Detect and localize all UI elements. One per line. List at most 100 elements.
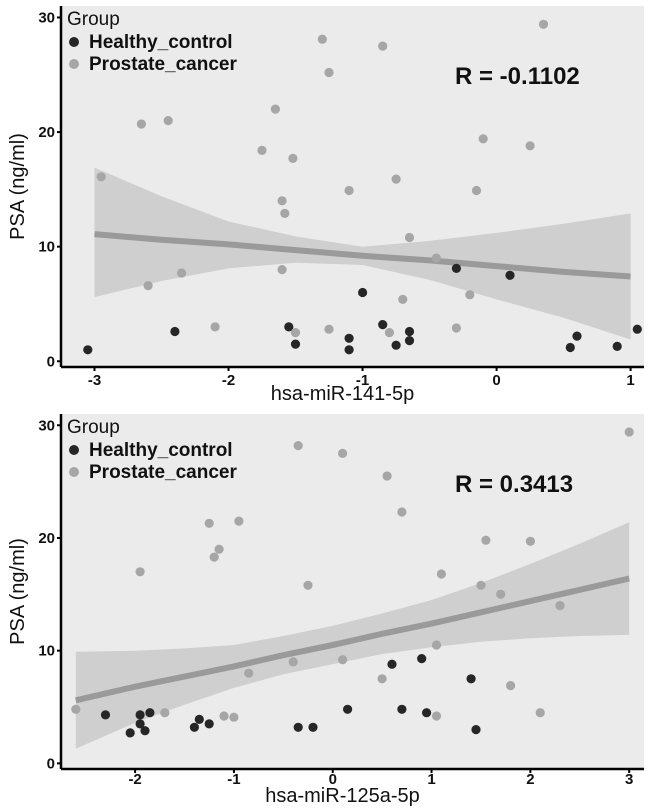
- point-healthy-control: [83, 345, 93, 355]
- point-healthy-control: [471, 725, 481, 735]
- point-prostate-cancer: [136, 119, 146, 129]
- x-axis-label: hsa-miR-125a-5p: [265, 785, 420, 807]
- regression-line: [94, 231, 631, 280]
- point-prostate-cancer: [214, 544, 224, 554]
- point-prostate-cancer: [398, 294, 408, 304]
- point-healthy-control: [135, 710, 145, 720]
- point-healthy-control: [140, 726, 150, 736]
- y-tick-label: 10: [38, 643, 55, 660]
- point-healthy-control: [343, 704, 353, 714]
- legend-label-healthy-control: Healthy_control: [89, 440, 233, 461]
- x-tick-label: -3: [88, 372, 101, 389]
- point-healthy-control: [632, 324, 642, 334]
- point-prostate-cancer: [324, 324, 334, 334]
- point-healthy-control: [189, 722, 199, 732]
- point-prostate-cancer: [324, 67, 334, 78]
- point-prostate-cancer: [290, 328, 301, 338]
- point-prostate-cancer: [378, 41, 388, 51]
- y-tick-label: 20: [38, 530, 55, 547]
- legend-key-prostate-cancer: [69, 467, 79, 477]
- point-healthy-control: [378, 320, 388, 330]
- x-tick-label: 0: [329, 771, 337, 788]
- point-prostate-cancer: [481, 535, 491, 545]
- point-prostate-cancer: [471, 185, 482, 196]
- legend-title: Group: [67, 417, 120, 438]
- point-prostate-cancer: [303, 580, 313, 590]
- point-healthy-control: [290, 339, 301, 349]
- point-healthy-control: [612, 341, 622, 351]
- point-prostate-cancer: [338, 448, 348, 458]
- scatter-plot-mir125a: 0 10 20 30 -2 -1 0 1 2 3 hsa-miR-125a-5p PSA (ng/ml…: [7, 414, 644, 807]
- point-prostate-cancer: [338, 655, 348, 665]
- point-prostate-cancer: [317, 34, 327, 44]
- legend-key-prostate-cancer: [69, 59, 79, 69]
- legend-key-healthy-control: [69, 445, 79, 455]
- point-healthy-control: [293, 722, 303, 732]
- x-tick-label: -2: [128, 771, 141, 788]
- point-prostate-cancer: [391, 174, 401, 184]
- point-prostate-cancer: [219, 711, 229, 721]
- point-healthy-control: [358, 287, 368, 298]
- point-prostate-cancer: [244, 668, 254, 678]
- point-prostate-cancer: [71, 704, 81, 714]
- point-prostate-cancer: [384, 328, 394, 338]
- point-healthy-control: [125, 728, 135, 738]
- point-prostate-cancer: [496, 589, 506, 599]
- point-healthy-control: [204, 719, 214, 729]
- point-prostate-cancer: [277, 196, 287, 206]
- point-prostate-cancer: [431, 640, 442, 650]
- point-prostate-cancer: [344, 185, 354, 196]
- point-prostate-cancer: [270, 104, 280, 114]
- point-healthy-control: [466, 674, 476, 684]
- point-prostate-cancer: [478, 134, 488, 144]
- point-prostate-cancer: [538, 19, 549, 29]
- x-tick-label: 3: [625, 771, 633, 788]
- point-prostate-cancer: [177, 268, 187, 278]
- y-axis-label: PSA (ng/ml): [7, 133, 29, 240]
- point-prostate-cancer: [465, 290, 475, 300]
- point-healthy-control: [308, 722, 318, 732]
- point-prostate-cancer: [257, 145, 267, 155]
- point-prostate-cancer: [143, 281, 153, 291]
- point-prostate-cancer: [431, 253, 441, 263]
- point-prostate-cancer: [135, 567, 145, 577]
- point-prostate-cancer: [624, 427, 634, 437]
- point-prostate-cancer: [382, 471, 392, 481]
- point-prostate-cancer: [397, 507, 407, 517]
- point-healthy-control: [100, 710, 111, 720]
- point-healthy-control: [572, 331, 582, 341]
- y-tick-label: 0: [47, 353, 55, 370]
- x-tick-label: 1: [626, 372, 634, 389]
- point-healthy-control: [565, 342, 575, 353]
- x-tick-label: 1: [427, 771, 435, 788]
- legend-label-prostate-cancer: Prostate_cancer: [89, 462, 237, 483]
- x-tick-label: -1: [227, 771, 240, 788]
- point-healthy-control: [145, 708, 155, 718]
- correlation-annotation: R = 0.3413: [455, 471, 573, 498]
- regression-line: [75, 575, 630, 704]
- y-tick-label: 0: [47, 755, 55, 772]
- point-prostate-cancer: [525, 536, 536, 546]
- y-tick-label: 30: [38, 417, 55, 434]
- point-prostate-cancer: [280, 208, 290, 218]
- legend-label-prostate-cancer: Prostate_cancer: [89, 54, 237, 75]
- point-prostate-cancer: [277, 265, 287, 275]
- point-prostate-cancer: [293, 441, 303, 451]
- x-axis-label: hsa-miR-141-5p: [271, 383, 414, 404]
- point-prostate-cancer: [377, 674, 387, 684]
- point-prostate-cancer: [234, 516, 244, 526]
- point-healthy-control: [391, 340, 401, 350]
- point-healthy-control: [387, 659, 397, 669]
- x-tick-label: 0: [492, 372, 500, 389]
- correlation-annotation: R = -0.1102: [455, 63, 580, 90]
- point-prostate-cancer: [288, 153, 298, 163]
- point-healthy-control: [422, 708, 432, 718]
- y-tick-label: 10: [38, 239, 55, 256]
- point-healthy-control: [451, 263, 461, 273]
- point-prostate-cancer: [555, 601, 565, 611]
- legend-label-healthy-control: Healthy_control: [89, 32, 233, 53]
- x-tick-label: 2: [526, 771, 534, 788]
- point-prostate-cancer: [535, 708, 545, 718]
- point-prostate-cancer: [288, 657, 298, 667]
